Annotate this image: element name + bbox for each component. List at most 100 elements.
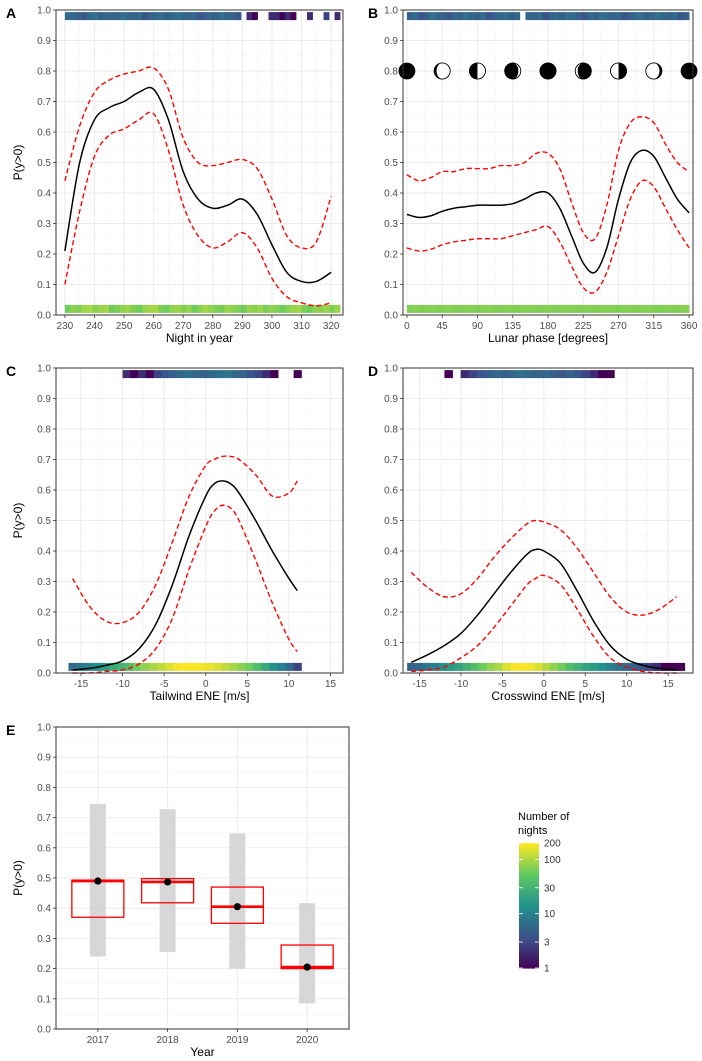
rug-bottom-tile: [307, 304, 313, 313]
rug-top-tile: [125, 12, 132, 21]
y-tick-label: 0.9: [384, 394, 398, 405]
rug-top-tile: [246, 12, 253, 21]
colorbar-segment: [519, 849, 539, 852]
colorbar-segment: [519, 915, 539, 919]
x-tick-label: -10: [454, 679, 469, 690]
rug-top-tile: [440, 12, 447, 21]
rug-bottom-tile: [180, 304, 187, 313]
colorbar-segment: [519, 922, 539, 925]
rug-bottom-tile: [672, 304, 679, 313]
colorbar-segment: [519, 905, 539, 909]
rug-bottom-tile: [86, 304, 93, 313]
rug-bottom-tile: [587, 304, 594, 313]
y-tick-label: 0.8: [384, 67, 398, 78]
rug-top-tile: [176, 370, 186, 379]
y-tick-label: 1.0: [384, 364, 398, 375]
rug-bottom-tile: [329, 304, 335, 313]
panel-label: E: [6, 722, 15, 738]
colorbar-segment: [519, 959, 539, 963]
y-tick-label: 0.8: [37, 783, 51, 794]
colorbar-segment: [519, 932, 539, 936]
rug-bottom-tile: [114, 304, 121, 313]
rug-top-tile: [92, 12, 99, 21]
rug-bottom-tile: [301, 304, 308, 313]
colorbar-label: 30: [544, 883, 556, 894]
rug-bottom-tile: [553, 304, 560, 313]
rug-bottom-tile: [676, 662, 686, 671]
rug-bottom-tile: [221, 662, 230, 671]
rug-top-tile: [632, 12, 639, 21]
y-tick-label: 0.6: [37, 128, 51, 139]
moon-lit-part: [575, 63, 584, 79]
rug-bottom-tile: [132, 662, 142, 671]
y-tick-label: 0.3: [37, 934, 51, 945]
rug-top-tile: [457, 12, 464, 21]
rug-top-tile: [224, 12, 231, 21]
ci-bar: [229, 833, 246, 969]
rug-top-tile: [213, 12, 220, 21]
rug-bottom-tile: [581, 662, 590, 671]
colorbar-segment: [519, 863, 539, 867]
colorbar-segment: [519, 909, 539, 913]
rug-top-tile: [474, 12, 481, 21]
y-tick-label: 0.8: [37, 67, 51, 78]
rug-top-tile: [444, 370, 453, 379]
mean-line: [64, 86, 332, 284]
rug-top-tile: [268, 12, 275, 21]
y-tick-label: 0.9: [37, 753, 51, 764]
rug-top-tile: [564, 12, 571, 21]
rug-bottom-tile: [525, 304, 532, 313]
rug-bottom-tile: [668, 662, 678, 671]
rug-bottom-tile: [406, 304, 413, 313]
rug-bottom-tile: [541, 662, 551, 671]
rug-top-tile: [64, 12, 71, 21]
rug-top-tile: [604, 12, 611, 21]
rug-top-tile: [418, 12, 425, 21]
x-tick-label: -5: [160, 679, 169, 690]
colorbar-segment: [519, 876, 539, 880]
y-tick-label: 0.3: [37, 219, 51, 230]
rug-bottom-tile: [468, 304, 476, 313]
rug-bottom-tile: [196, 662, 206, 671]
colorbar-segment: [519, 874, 539, 877]
rug-bottom-tile: [652, 662, 662, 671]
rug-bottom-tile: [412, 304, 419, 313]
panel-label: C: [6, 363, 16, 379]
rug-bottom-tile: [296, 304, 302, 313]
rug-bottom-tile: [293, 662, 302, 671]
rug-bottom-tile: [429, 304, 436, 313]
y-tick-label: 0.9: [37, 394, 51, 405]
rug-bottom-tile: [643, 304, 650, 313]
rug-bottom-tile: [457, 304, 464, 313]
mean-line: [72, 480, 298, 671]
rug-bottom-tile: [196, 304, 203, 313]
panel-border: [55, 367, 344, 674]
rug-bottom-tile: [285, 304, 291, 313]
rug-top-tile: [122, 370, 131, 379]
rug-bottom-tile: [470, 662, 479, 671]
rug-top-tile: [86, 12, 93, 21]
rug-top-tile: [200, 370, 209, 379]
rug-top-tile: [497, 12, 504, 21]
rug-top-tile: [412, 12, 419, 21]
rug-bottom-tile: [174, 304, 181, 313]
x-tick-label: 310: [293, 321, 310, 332]
rug-top-tile: [423, 12, 430, 21]
rug-top-tile: [666, 12, 673, 21]
rug-top-tile: [548, 12, 555, 21]
y-tick-label: 0.3: [384, 577, 398, 588]
panel-label: A: [6, 5, 16, 21]
x-tick-label: 10: [283, 679, 295, 690]
x-tick-label: 270: [610, 321, 627, 332]
rug-top-tile: [97, 12, 104, 21]
rug-top-tile: [293, 370, 302, 379]
x-tick-label: 320: [323, 321, 340, 332]
rug-bottom-tile: [229, 304, 236, 313]
rug-top-tile: [615, 12, 622, 21]
colorbar-segment: [519, 936, 539, 940]
rug-top-tile: [323, 12, 330, 21]
rug-bottom-tile: [597, 662, 606, 671]
colorbar-segment: [519, 882, 539, 886]
y-tick-label: 0.1: [37, 994, 51, 1005]
rug-bottom-tile: [257, 304, 264, 313]
